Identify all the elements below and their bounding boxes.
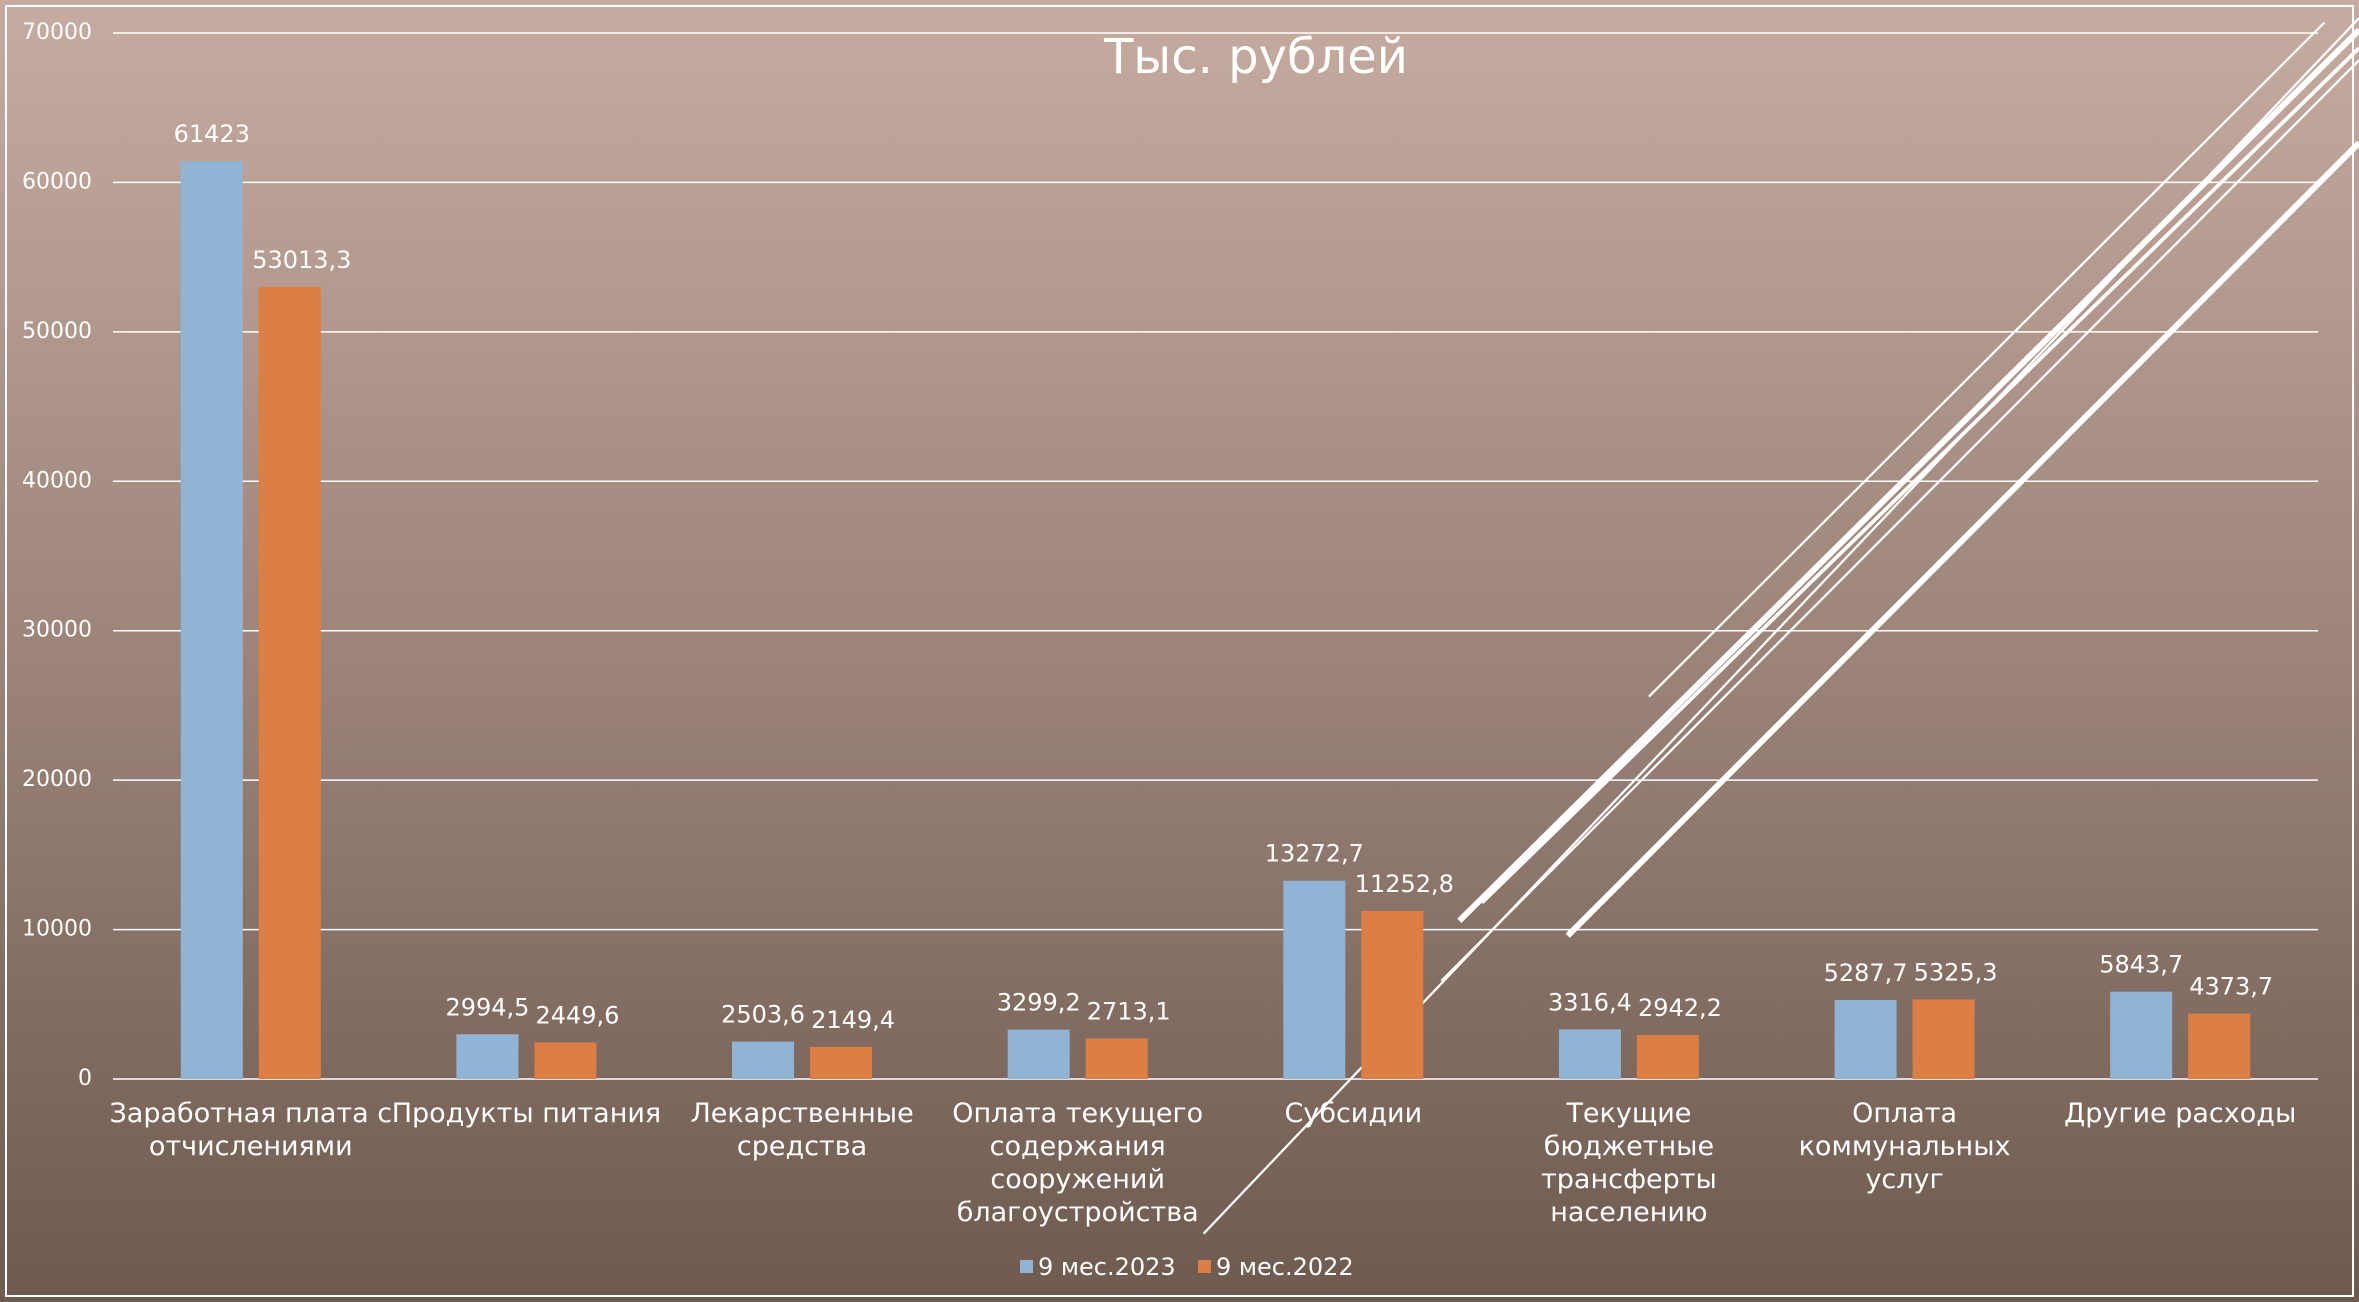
bar (258, 286, 321, 1079)
x-tick-label: Другие расходы (2064, 1098, 2297, 1129)
value-label: 5325,3 (1914, 958, 1998, 986)
x-tick-label: Продукты питания (391, 1098, 662, 1129)
legend-swatch (1198, 1260, 1211, 1273)
bar (1361, 910, 1424, 1079)
value-label: 61423 (174, 120, 250, 148)
legend-label: 9 мес.2023 (1038, 1253, 1176, 1281)
bar (2110, 991, 2173, 1079)
bar (534, 1042, 597, 1079)
x-tick-label: Оплата коммунальных услуг (1798, 1098, 2011, 1195)
y-tick-label: 70000 (22, 20, 92, 45)
decor-lines (1202, 17, 2359, 1235)
legend-swatch (1020, 1260, 1033, 1273)
value-label: 2994,5 (445, 993, 529, 1021)
value-label: 3299,2 (997, 989, 1081, 1017)
x-tick-label: Лекарственные средства (690, 1098, 914, 1162)
bar (1007, 1029, 1070, 1079)
frame (5, 5, 2354, 1297)
value-label: 53013,3 (252, 246, 351, 274)
value-label: 13272,7 (1265, 840, 1364, 868)
y-tick-label: 20000 (22, 767, 92, 792)
value-label: 4373,7 (2189, 973, 2273, 1001)
bar (1912, 999, 1975, 1079)
x-tick-label: Заработная плата с отчислениями (109, 1098, 393, 1162)
value-label: 2503,6 (721, 1001, 805, 1029)
bar (1834, 999, 1897, 1079)
y-tick-label: 40000 (22, 468, 92, 493)
value-label: 2942,2 (1638, 994, 1722, 1022)
bar (810, 1046, 873, 1079)
bar (732, 1041, 795, 1079)
y-tick-label: 0 (78, 1066, 92, 1091)
value-label: 2713,1 (1087, 997, 1171, 1025)
x-tick-label: Текущие бюджетные трансферты населению (1541, 1098, 1717, 1228)
y-tick-label: 30000 (22, 618, 92, 643)
x-tick-label: Оплата текущего содержания сооружений бл… (952, 1098, 1204, 1228)
y-tick-label: 60000 (22, 169, 92, 194)
value-label: 2149,4 (811, 1006, 895, 1034)
y-tick-label: 10000 (22, 917, 92, 942)
value-label: 2449,6 (535, 1001, 619, 1029)
value-label: 5843,7 (2099, 951, 2183, 979)
legend-label: 9 мес.2022 (1216, 1253, 1354, 1281)
value-label: 3316,4 (1548, 988, 1632, 1016)
bar (1283, 880, 1346, 1079)
value-label: 5287,7 (1824, 959, 1908, 987)
bar (180, 161, 243, 1079)
bar (2188, 1013, 2251, 1079)
bar (1085, 1038, 1148, 1079)
bar (1636, 1035, 1699, 1079)
x-tick-label: Субсидии (1284, 1098, 1423, 1129)
chart-title: Тыс. рублей (1103, 29, 1408, 85)
bar (456, 1034, 519, 1079)
bar (1558, 1029, 1621, 1079)
value-label: 11252,8 (1355, 870, 1454, 898)
y-tick-label: 50000 (22, 319, 92, 344)
